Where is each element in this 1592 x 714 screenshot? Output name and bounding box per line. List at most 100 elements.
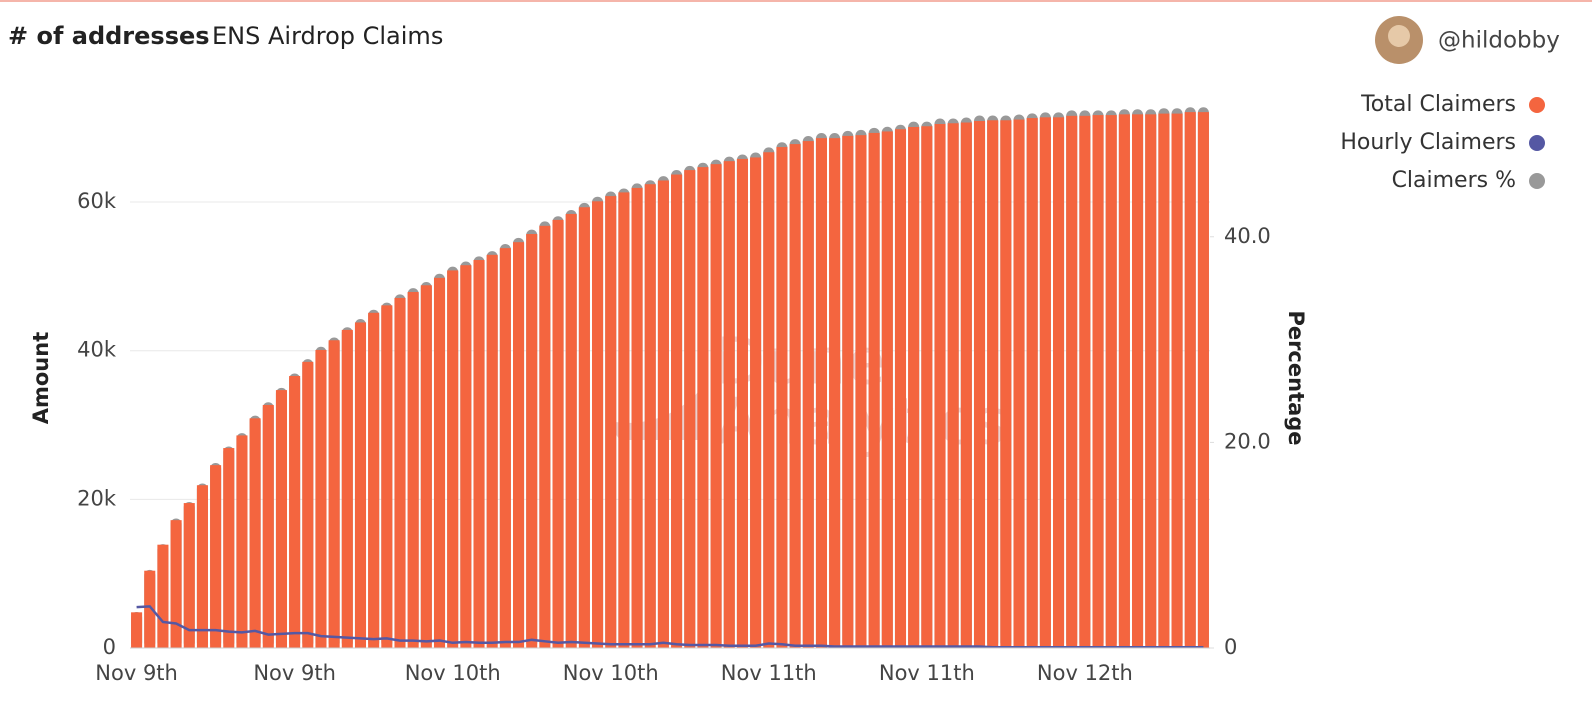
bar	[1105, 115, 1117, 648]
legend-label: Claimers %	[1392, 168, 1516, 193]
bar	[1171, 113, 1183, 649]
bar	[249, 418, 261, 648]
bar	[1026, 118, 1038, 648]
bar	[578, 207, 590, 648]
bar	[394, 297, 406, 648]
bar	[565, 213, 577, 648]
x-tick-label: Nov 9th	[95, 661, 178, 685]
bar	[750, 157, 762, 648]
bar	[210, 465, 222, 648]
y-axis-title: Amount	[29, 332, 53, 425]
bar	[486, 254, 498, 648]
bar	[763, 152, 775, 648]
bar	[157, 544, 169, 648]
bar	[815, 138, 827, 648]
bar	[881, 131, 893, 649]
bar	[460, 265, 472, 648]
bar	[513, 242, 525, 648]
bar	[170, 520, 182, 648]
bar	[671, 174, 683, 648]
legend-swatch	[1529, 135, 1545, 151]
bar	[289, 375, 301, 648]
x-tick-label: Nov 10th	[563, 661, 659, 685]
bar	[315, 349, 327, 648]
bar	[1184, 112, 1196, 648]
bar	[789, 144, 801, 648]
bar	[420, 285, 432, 648]
bar	[499, 248, 511, 648]
bar	[908, 126, 920, 648]
bar	[776, 147, 788, 648]
x-tick-label: Nov 9th	[253, 661, 336, 685]
y2-tick-label: 0	[1224, 635, 1237, 659]
bar	[381, 305, 393, 648]
bar	[855, 135, 867, 648]
y-tick-label: 60k	[77, 189, 117, 213]
bar	[842, 135, 854, 649]
legend-swatch	[1529, 97, 1545, 113]
bar	[196, 485, 208, 648]
bar	[894, 129, 907, 649]
bar	[341, 329, 353, 648]
bar	[1053, 117, 1065, 648]
bar	[829, 138, 841, 648]
bar	[921, 126, 933, 649]
bar	[618, 192, 630, 648]
bar	[354, 322, 367, 648]
bar	[684, 170, 696, 648]
legend-label: Hourly Claimers	[1340, 130, 1516, 155]
y2-axis-title: Percentage	[1284, 310, 1308, 445]
bar	[236, 435, 248, 648]
bar	[302, 361, 314, 648]
bar	[1092, 115, 1104, 648]
bar	[526, 234, 538, 648]
bar	[1039, 117, 1051, 648]
bar	[934, 124, 946, 649]
chart-subtitle: ENS Airdrop Claims	[212, 22, 443, 50]
chart-title: # of addresses	[8, 22, 210, 50]
x-tick-label: Nov 11th	[879, 661, 975, 685]
bar	[144, 570, 156, 648]
y2-tick-label: 20.0	[1224, 429, 1271, 453]
bar	[473, 260, 485, 648]
y-tick-label: 40k	[77, 338, 117, 362]
bar	[868, 132, 880, 648]
bar	[644, 184, 656, 648]
bar	[697, 167, 709, 648]
bar	[1132, 114, 1144, 649]
bar	[539, 225, 551, 649]
y-tick-label: 0	[103, 635, 116, 659]
line	[136, 605, 1204, 649]
bar	[447, 270, 459, 648]
bar	[947, 123, 959, 649]
bar	[433, 277, 446, 648]
bar	[1066, 115, 1078, 649]
bar	[223, 448, 235, 648]
top-border	[0, 0, 1592, 2]
bar	[973, 121, 986, 649]
bar	[802, 141, 814, 649]
bar	[987, 120, 999, 648]
bar	[631, 187, 643, 648]
bar	[710, 164, 722, 648]
bar	[657, 180, 669, 648]
bar	[1013, 119, 1025, 648]
bar	[1000, 120, 1012, 648]
bar	[960, 122, 972, 648]
y-tick-label: 20k	[77, 486, 117, 510]
bar	[407, 291, 419, 648]
user-name[interactable]: @hildobby	[1438, 28, 1560, 54]
x-tick-label: Nov 12th	[1037, 661, 1133, 685]
bar	[1197, 112, 1209, 648]
bar	[736, 158, 748, 648]
bar	[723, 161, 735, 649]
bar	[552, 219, 564, 648]
legend-label: Total Claimers	[1360, 92, 1516, 117]
bar	[262, 404, 274, 648]
x-tick-label: Nov 10th	[405, 661, 501, 685]
bar	[1118, 114, 1130, 649]
avatar-face	[1388, 25, 1410, 47]
bar	[368, 312, 380, 648]
